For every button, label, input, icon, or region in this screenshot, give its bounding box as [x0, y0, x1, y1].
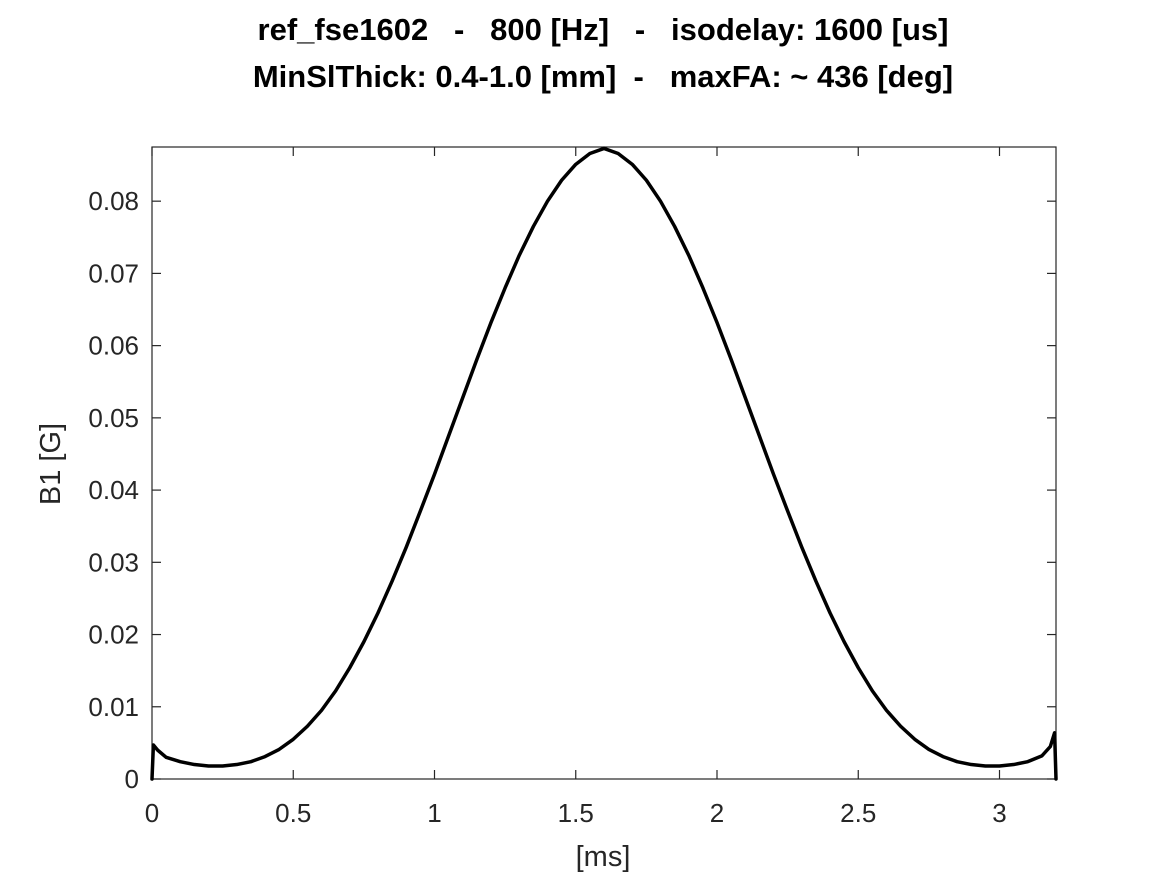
y-tick-label: 0.03 [88, 547, 139, 577]
y-axis-label: B1 [G] [35, 423, 67, 505]
x-tick-label: 2.5 [840, 798, 876, 828]
plot-area [151, 146, 1057, 780]
x-tick-label: 0.5 [275, 798, 311, 828]
y-tick-label: 0.06 [88, 331, 139, 361]
x-axis: 0 0.5 1 1.5 2 2.5 3 [145, 147, 1007, 828]
x-tick-label: 1.5 [558, 798, 594, 828]
x-tick-label: 3 [992, 798, 1006, 828]
x-tick-label: 1 [427, 798, 441, 828]
y-tick-label: 0.07 [88, 258, 139, 288]
x-tick-label: 2 [710, 798, 724, 828]
y-tick-label: 0.05 [88, 403, 139, 433]
x-axis-label: [ms] [576, 841, 631, 873]
chart-subtitle: MinSlThick: 0.4-1.0 [mm] - maxFA: ~ 436 … [253, 59, 953, 94]
x-tick-label: 0 [145, 798, 159, 828]
series-line-b1 [150, 146, 1058, 781]
y-tick-label: 0.04 [88, 475, 139, 505]
chart-title: ref_fse1602 - 800 [Hz] - isodelay: 1600 … [258, 12, 949, 47]
plot-frame [151, 146, 1057, 780]
y-tick-label: 0.02 [88, 620, 139, 650]
y-axis: 0 0.01 0.02 0.03 0.04 0.05 0.06 0.07 0.08 [88, 186, 1056, 794]
y-tick-label: 0.01 [88, 692, 139, 722]
y-tick-label: 0 [125, 764, 139, 794]
y-tick-label: 0.08 [88, 186, 139, 216]
